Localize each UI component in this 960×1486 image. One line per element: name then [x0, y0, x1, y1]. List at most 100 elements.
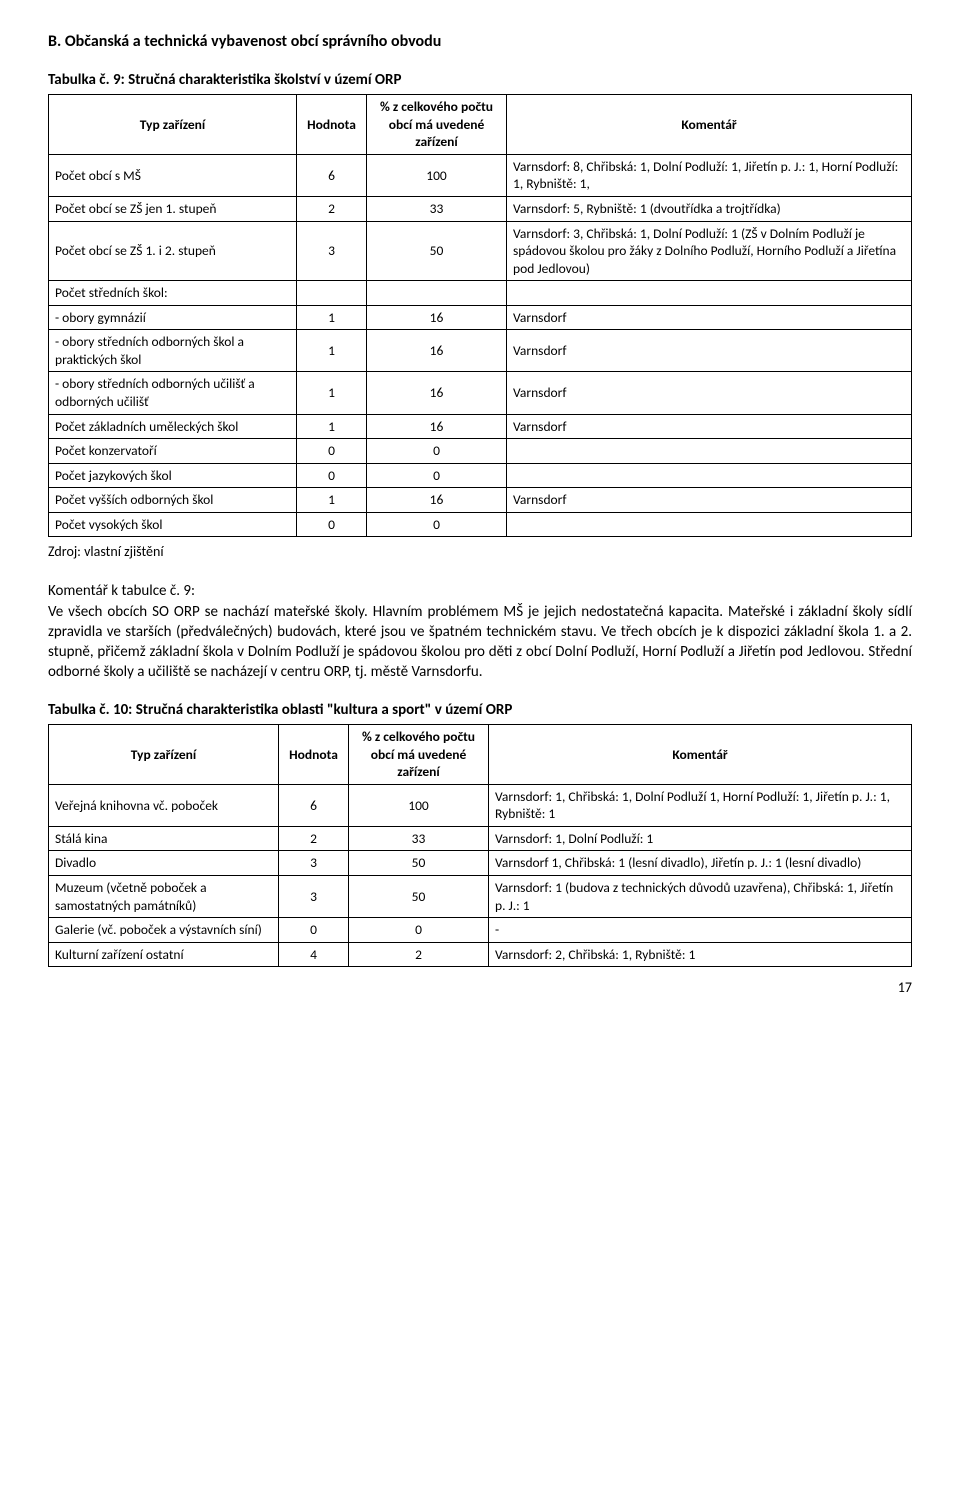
cell-value: 6 — [279, 784, 349, 826]
table-header-row: Typ zařízení Hodnota % z celkového počtu… — [49, 95, 912, 155]
cell-pct: 100 — [367, 154, 507, 196]
cell-value: 2 — [279, 826, 349, 851]
cell-comment — [507, 439, 912, 464]
th-value: Hodnota — [279, 725, 349, 785]
commentary-heading: Komentář k tabulce č. 9: — [48, 582, 195, 600]
cell-comment: Varnsdorf — [507, 414, 912, 439]
table-header-row: Typ zařízení Hodnota % z celkového počtu… — [49, 725, 912, 785]
table-row: Počet vyšších odborných škol116Varnsdorf — [49, 488, 912, 513]
cell-comment: Varnsdorf 1, Chřibská: 1 (lesní divadlo)… — [489, 851, 912, 876]
table1-caption: Tabulka č. 9: Stručná charakteristika šk… — [48, 71, 912, 91]
cell-comment — [507, 512, 912, 537]
cell-label: Počet jazykových škol — [49, 463, 297, 488]
table-row: Muzeum (včetně poboček a samostatných pa… — [49, 876, 912, 918]
table-row: Počet základních uměleckých škol116Varns… — [49, 414, 912, 439]
table1-source: Zdroj: vlastní zjištění — [48, 543, 912, 561]
table1: Typ zařízení Hodnota % z celkového počtu… — [48, 94, 912, 537]
cell-label: - obory gymnázií — [49, 305, 297, 330]
cell-value: 0 — [297, 439, 367, 464]
cell-label: Počet středních škol: — [49, 281, 297, 306]
page-number: 17 — [48, 979, 912, 997]
table-row: Divadlo350Varnsdorf 1, Chřibská: 1 (lesn… — [49, 851, 912, 876]
table-row: Počet obcí se ZŠ jen 1. stupeň233Varnsdo… — [49, 197, 912, 222]
cell-comment: Varnsdorf: 1, Chřibská: 1, Dolní Podluží… — [489, 784, 912, 826]
cell-pct: 16 — [367, 372, 507, 414]
cell-label: Divadlo — [49, 851, 279, 876]
cell-label: Muzeum (včetně poboček a samostatných pa… — [49, 876, 279, 918]
cell-label: Počet konzervatoří — [49, 439, 297, 464]
cell-label: Počet obcí se ZŠ 1. i 2. stupeň — [49, 221, 297, 281]
cell-comment: Varnsdorf: 3, Chřibská: 1, Dolní Podluží… — [507, 221, 912, 281]
th-comment: Komentář — [507, 95, 912, 155]
table-row: - obory středních odborných škol a prakt… — [49, 330, 912, 372]
cell-label: Galerie (vč. poboček a výstavních síní) — [49, 918, 279, 943]
cell-pct: 0 — [367, 512, 507, 537]
cell-label: Počet vyšších odborných škol — [49, 488, 297, 513]
table-row: Počet obcí se ZŠ 1. i 2. stupeň350Varnsd… — [49, 221, 912, 281]
th-comment: Komentář — [489, 725, 912, 785]
cell-label: - obory středních odborných škol a prakt… — [49, 330, 297, 372]
cell-label: Veřejná knihovna vč. poboček — [49, 784, 279, 826]
th-value: Hodnota — [297, 95, 367, 155]
cell-value: 1 — [297, 372, 367, 414]
cell-pct: 33 — [349, 826, 489, 851]
cell-comment: Varnsdorf — [507, 372, 912, 414]
cell-comment: - — [489, 918, 912, 943]
table-row: Počet středních škol: — [49, 281, 912, 306]
table-row: Počet vysokých škol00 — [49, 512, 912, 537]
table-row: Počet jazykových škol00 — [49, 463, 912, 488]
cell-pct: 50 — [367, 221, 507, 281]
cell-label: Počet základních uměleckých škol — [49, 414, 297, 439]
cell-pct: 16 — [367, 414, 507, 439]
cell-value: 3 — [279, 851, 349, 876]
cell-value: 4 — [279, 942, 349, 967]
cell-value: 0 — [279, 918, 349, 943]
cell-pct: 100 — [349, 784, 489, 826]
th-type: Typ zařízení — [49, 725, 279, 785]
cell-comment: Varnsdorf — [507, 330, 912, 372]
cell-pct: 50 — [349, 851, 489, 876]
cell-comment: Varnsdorf: 8, Chřibská: 1, Dolní Podluží… — [507, 154, 912, 196]
commentary-block: Komentář k tabulce č. 9: Ve všech obcích… — [48, 581, 912, 682]
cell-label: Počet obcí s MŠ — [49, 154, 297, 196]
cell-comment: Varnsdorf: 5, Rybniště: 1 (dvoutřídka a … — [507, 197, 912, 222]
cell-comment: Varnsdorf — [507, 305, 912, 330]
cell-comment: Varnsdorf: 1, Dolní Podluží: 1 — [489, 826, 912, 851]
cell-value: 3 — [297, 221, 367, 281]
cell-value: 1 — [297, 488, 367, 513]
commentary-text: Ve všech obcích SO ORP se nachází mateřs… — [48, 603, 912, 682]
cell-label: Kulturní zařízení ostatní — [49, 942, 279, 967]
cell-pct: 2 — [349, 942, 489, 967]
table2-caption: Tabulka č. 10: Stručná charakteristika o… — [48, 701, 912, 721]
cell-value: 0 — [297, 463, 367, 488]
table-row: Počet konzervatoří00 — [49, 439, 912, 464]
table2: Typ zařízení Hodnota % z celkového počtu… — [48, 724, 912, 967]
cell-pct: 0 — [349, 918, 489, 943]
table-row: - obory středních odborných učilišť a od… — [49, 372, 912, 414]
cell-value: 1 — [297, 330, 367, 372]
th-pct: % z celkového počtu obcí má uvedené zaří… — [349, 725, 489, 785]
cell-comment: Varnsdorf — [507, 488, 912, 513]
cell-value: 0 — [297, 512, 367, 537]
table-row: Kulturní zařízení ostatní42Varnsdorf: 2,… — [49, 942, 912, 967]
section-heading: B. Občanská a technická vybavenost obcí … — [48, 32, 912, 53]
cell-value: 1 — [297, 414, 367, 439]
cell-comment — [507, 463, 912, 488]
table-row: Počet obcí s MŠ6100Varnsdorf: 8, Chřibsk… — [49, 154, 912, 196]
table-row: Galerie (vč. poboček a výstavních síní)0… — [49, 918, 912, 943]
cell-pct: 0 — [367, 439, 507, 464]
cell-value: 1 — [297, 305, 367, 330]
th-pct: % z celkového počtu obcí má uvedené zaří… — [367, 95, 507, 155]
cell-comment — [507, 281, 912, 306]
table-row: - obory gymnázií116Varnsdorf — [49, 305, 912, 330]
cell-pct: 16 — [367, 305, 507, 330]
cell-comment: Varnsdorf: 1 (budova z technických důvod… — [489, 876, 912, 918]
cell-comment: Varnsdorf: 2, Chřibská: 1, Rybniště: 1 — [489, 942, 912, 967]
cell-pct: 50 — [349, 876, 489, 918]
cell-label: Počet vysokých škol — [49, 512, 297, 537]
table-row: Veřejná knihovna vč. poboček6100Varnsdor… — [49, 784, 912, 826]
cell-label: Počet obcí se ZŠ jen 1. stupeň — [49, 197, 297, 222]
cell-pct: 0 — [367, 463, 507, 488]
cell-label: Stálá kina — [49, 826, 279, 851]
cell-value: 2 — [297, 197, 367, 222]
